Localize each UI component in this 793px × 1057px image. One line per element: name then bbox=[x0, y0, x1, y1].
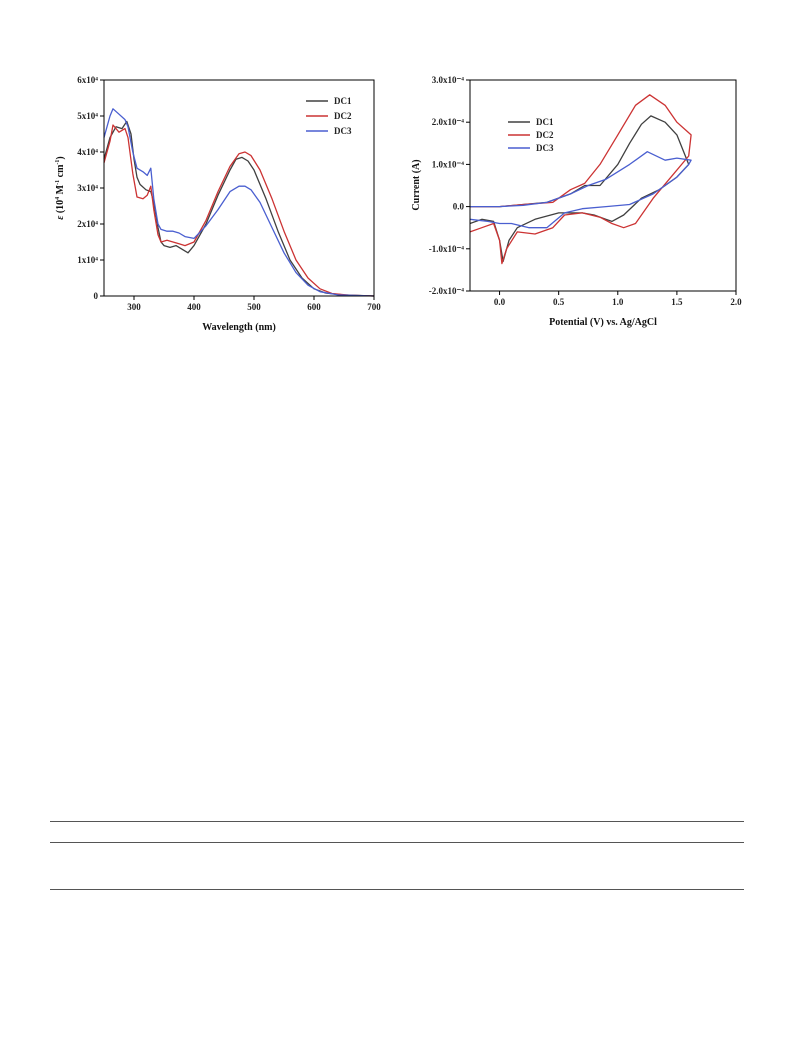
ylabel-part-1: (10 bbox=[55, 200, 66, 216]
ylabel-part-2: M bbox=[55, 184, 66, 197]
cv-xtick-label: 0.0 bbox=[494, 297, 506, 307]
ylabel-sup-2: -1 bbox=[55, 180, 61, 185]
ylabel-epsilon: ε bbox=[55, 215, 66, 220]
absorption-xtick-label: 700 bbox=[367, 302, 381, 312]
cv-series-group bbox=[469, 94, 692, 265]
cv-ytick-label: 3.0x10⁻⁴ bbox=[432, 75, 465, 85]
cv-series-dc1 bbox=[469, 115, 690, 263]
cv-legend-label-dc1: DC1 bbox=[536, 117, 554, 127]
table-header-rule bbox=[50, 842, 744, 843]
absorption-ytick-label: 1x10⁴ bbox=[77, 255, 98, 265]
cv-chart: 0.0 0.5 1.0 1.5 2.0 -2.0x10⁻⁴ -1.0x10⁻⁴ 0.0 1.0x… bbox=[411, 75, 742, 328]
cv-ytick-label: -1.0x10⁻⁴ bbox=[429, 244, 464, 254]
cv-legend-label-dc3: DC3 bbox=[536, 143, 554, 153]
absorption-ytick-label: 5x10⁴ bbox=[77, 111, 98, 121]
absorption-ytick-label: 4x10⁴ bbox=[77, 147, 98, 157]
cv-ylabel: Current (A) bbox=[411, 159, 422, 210]
absorption-ylabel: ε (104 M-1 cm-1) bbox=[55, 156, 66, 220]
table-top-rule bbox=[50, 821, 744, 822]
ylabel-part-3: cm bbox=[55, 164, 66, 180]
ylabel-part-4: ) bbox=[55, 156, 66, 159]
absorption-ytick-label: 0 bbox=[94, 291, 99, 301]
absorption-xlabel: Wavelength (nm) bbox=[202, 322, 276, 333]
cv-ytick-label: -2.0x10⁻⁴ bbox=[429, 286, 464, 296]
absorption-legend-label-dc2: DC2 bbox=[334, 111, 352, 121]
absorption-series-dc3 bbox=[103, 108, 375, 297]
cv-ytick-label: 0.0 bbox=[453, 202, 465, 212]
cv-legend-label-dc2: DC2 bbox=[536, 130, 554, 140]
absorption-xtick-label: 600 bbox=[307, 302, 321, 312]
cv-plot-frame bbox=[469, 79, 737, 292]
absorption-series-dc2 bbox=[103, 124, 375, 297]
ylabel-sup-3: -1 bbox=[55, 160, 61, 165]
cv-series-dc3 bbox=[469, 151, 692, 229]
absorption-chart: 300 400 500 600 700 0 1x10⁴ 2x10⁴ 3x10⁴ 4x10⁴ 5x10… bbox=[55, 75, 381, 333]
absorption-xtick-label: 400 bbox=[187, 302, 201, 312]
cv-ytick-label: 2.0x10⁻⁴ bbox=[432, 117, 465, 127]
cv-series-dc2 bbox=[469, 94, 692, 265]
cv-xtick-label: 2.0 bbox=[730, 297, 742, 307]
absorption-xtick-label: 300 bbox=[127, 302, 141, 312]
cv-ytick-label: 1.0x10⁻⁴ bbox=[432, 159, 465, 169]
ylabel-sup-1: 4 bbox=[55, 197, 61, 200]
cv-xlabel: Potential (V) vs. Ag/AgCl bbox=[549, 317, 657, 328]
table-bottom-rule bbox=[50, 889, 744, 890]
cv-xtick-label: 0.5 bbox=[553, 297, 565, 307]
absorption-series-dc1 bbox=[103, 120, 375, 297]
absorption-xtick-label: 500 bbox=[247, 302, 261, 312]
absorption-ytick-label: 6x10⁴ bbox=[77, 75, 98, 85]
absorption-ytick-label: 3x10⁴ bbox=[77, 183, 98, 193]
absorption-legend-label-dc3: DC3 bbox=[334, 126, 352, 136]
absorption-ytick-label: 2x10⁴ bbox=[77, 219, 98, 229]
absorption-series-group bbox=[103, 108, 375, 297]
cv-xtick-label: 1.0 bbox=[612, 297, 624, 307]
absorption-legend-label-dc1: DC1 bbox=[334, 96, 352, 106]
cv-xtick-label: 1.5 bbox=[671, 297, 683, 307]
